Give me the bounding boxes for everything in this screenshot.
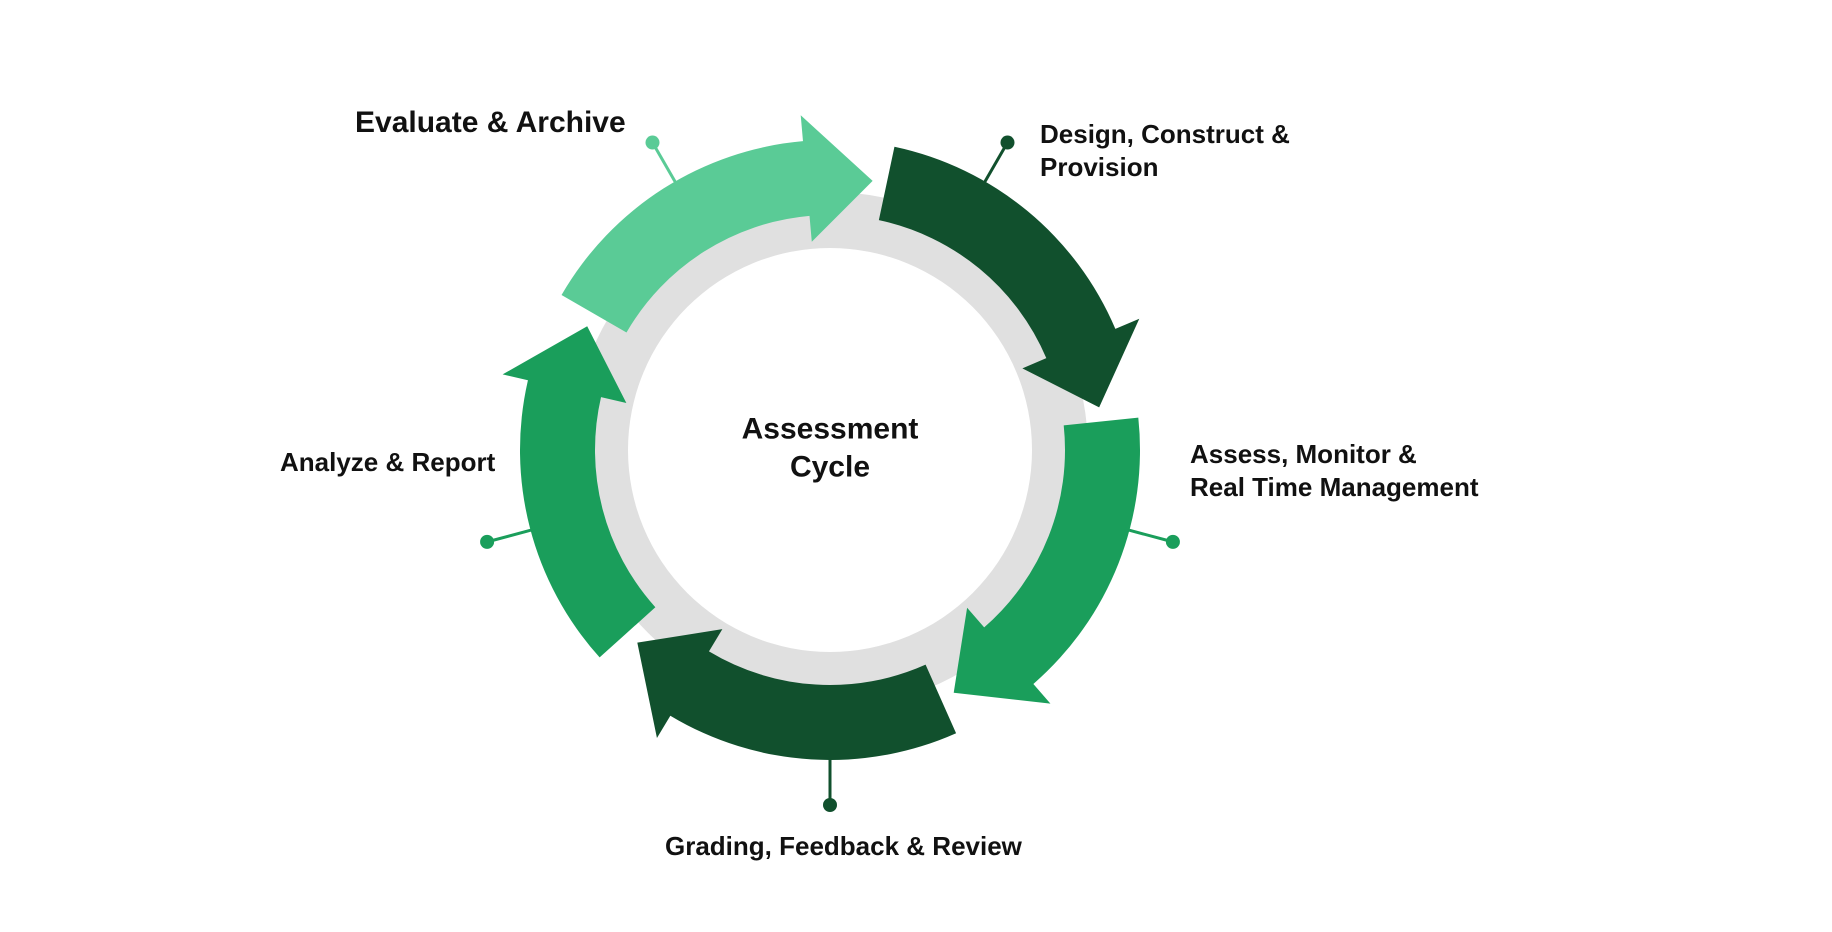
connector-line-assess: [1125, 529, 1173, 542]
label-design: Design, Construct & Provision: [1040, 118, 1290, 185]
connector-dot-grading: [823, 798, 837, 812]
label-evaluate: Evaluate & Archive: [355, 104, 626, 142]
connector-line-analyze: [487, 529, 535, 542]
diagram-stage: AssessmentCycle Design, Construct & Provi…: [0, 0, 1832, 932]
connector-dot-design: [1001, 136, 1015, 150]
center-title-line2: Cycle: [742, 448, 919, 486]
connector-dot-evaluate: [646, 136, 660, 150]
center-title-line1: Assessment: [742, 411, 919, 449]
label-assess: Assess, Monitor & Real Time Management: [1190, 438, 1479, 505]
label-analyze: Analyze & Report: [280, 446, 495, 479]
label-grading: Grading, Feedback & Review: [665, 830, 1022, 863]
center-title: AssessmentCycle: [742, 411, 919, 486]
connector-line-evaluate: [653, 143, 678, 186]
connector-dot-assess: [1166, 535, 1180, 549]
connector-dot-analyze: [480, 535, 494, 549]
connector-line-design: [983, 143, 1008, 186]
